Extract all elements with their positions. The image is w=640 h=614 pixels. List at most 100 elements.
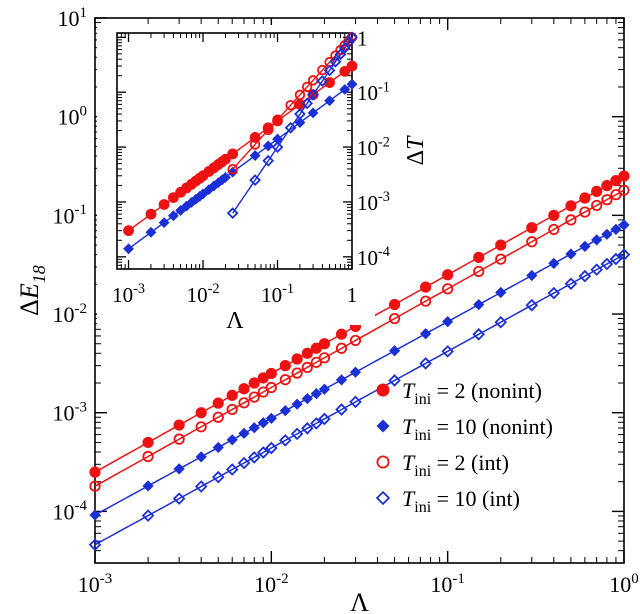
data-point [89,509,101,521]
inset-x-axis-label: Λ [226,308,244,334]
y-tick-label: 10-2 [53,301,87,327]
data-point [279,434,292,447]
data-point [291,398,303,410]
data-point [291,367,303,379]
data-point [257,386,269,398]
inset-data-point [272,114,283,125]
data-point [590,263,603,276]
data-point [318,383,331,395]
data-point [265,381,277,394]
data-point [473,251,485,263]
data-point [420,295,432,307]
data-point [225,463,239,476]
inset-data-point [346,31,358,44]
x-tick-label: 10-1 [430,571,464,597]
data-point [247,451,261,464]
data-point [579,240,591,252]
inset-data-point [145,226,157,238]
data-point [610,223,622,235]
data-point [291,353,303,365]
data-point [141,509,155,522]
inset-data-point [334,48,347,61]
inset-data-point [227,164,238,175]
data-point [473,265,485,278]
inset-data-point [284,121,297,134]
series-line [94,224,625,516]
inset-x-tick-label: 10-2 [187,281,220,307]
data-point [142,436,154,449]
data-point [301,392,313,405]
inset-data-point [323,64,336,77]
data-point [238,383,250,395]
data-point [238,427,250,439]
data-point [525,298,539,312]
data-point [349,395,362,409]
data-point [565,214,577,226]
inset-x-tick-label: 1 [347,283,358,307]
data-point [279,405,291,417]
inset-data-point [194,191,206,202]
data-point [591,199,603,212]
data-point [618,184,630,196]
data-point [226,434,238,446]
data-point [472,328,485,341]
legend-marker [375,490,391,506]
data-point [548,257,560,270]
inset-data-point [294,117,306,128]
inset-data-point [301,97,314,110]
data-point [548,209,560,221]
inset-y-tick-label: 10-1 [357,79,390,105]
inset-data-point [346,60,358,72]
data-point [279,360,291,372]
data-point [265,441,278,455]
data-point [301,422,314,435]
data-point [335,342,348,354]
data-point [526,236,538,248]
inset-y-tick-label: 1 [357,26,368,50]
data-point [419,357,432,370]
legend-label: Tini = 2 (int) [402,450,509,480]
data-point [565,248,577,260]
legend-marker [376,383,390,397]
inset-data-point [227,166,239,178]
data-point [248,391,260,403]
data-point [495,286,507,299]
data-point [194,480,208,493]
data-point [142,450,154,463]
inset-data-point [324,95,335,107]
data-point [495,239,507,251]
data-point [318,338,331,350]
data-point [601,194,613,206]
data-point [420,281,432,293]
main-frame [94,17,625,564]
inset-data-point [316,75,329,87]
legend-label: Tini = 2 (nonint) [402,378,542,408]
inset-data-point [271,141,284,153]
data-point [609,252,623,266]
data-point [226,389,238,401]
data-point [211,470,225,484]
data-point [301,361,313,373]
data-point [548,223,560,236]
data-point [601,180,613,192]
data-point [442,269,454,281]
inset-data-point [123,243,134,255]
data-point [195,421,207,433]
data-point [600,257,614,271]
y-tick-label: 100 [58,103,87,129]
inset-data-point [294,98,306,110]
inset-x-tick-label: 10-3 [112,281,145,307]
inset-data-point [249,174,261,186]
inset-data-point [208,180,220,192]
data-point [547,286,561,300]
x-axis-label: Λ [350,588,369,614]
inset-data-point [212,177,224,189]
data-point [420,328,432,340]
legend-marker [376,419,390,433]
data-point [335,374,348,386]
data-point [318,412,331,426]
data-point [335,403,348,416]
inset-data-point [226,207,239,220]
data-point [335,328,348,340]
x-tick-label: 10-2 [254,571,288,597]
